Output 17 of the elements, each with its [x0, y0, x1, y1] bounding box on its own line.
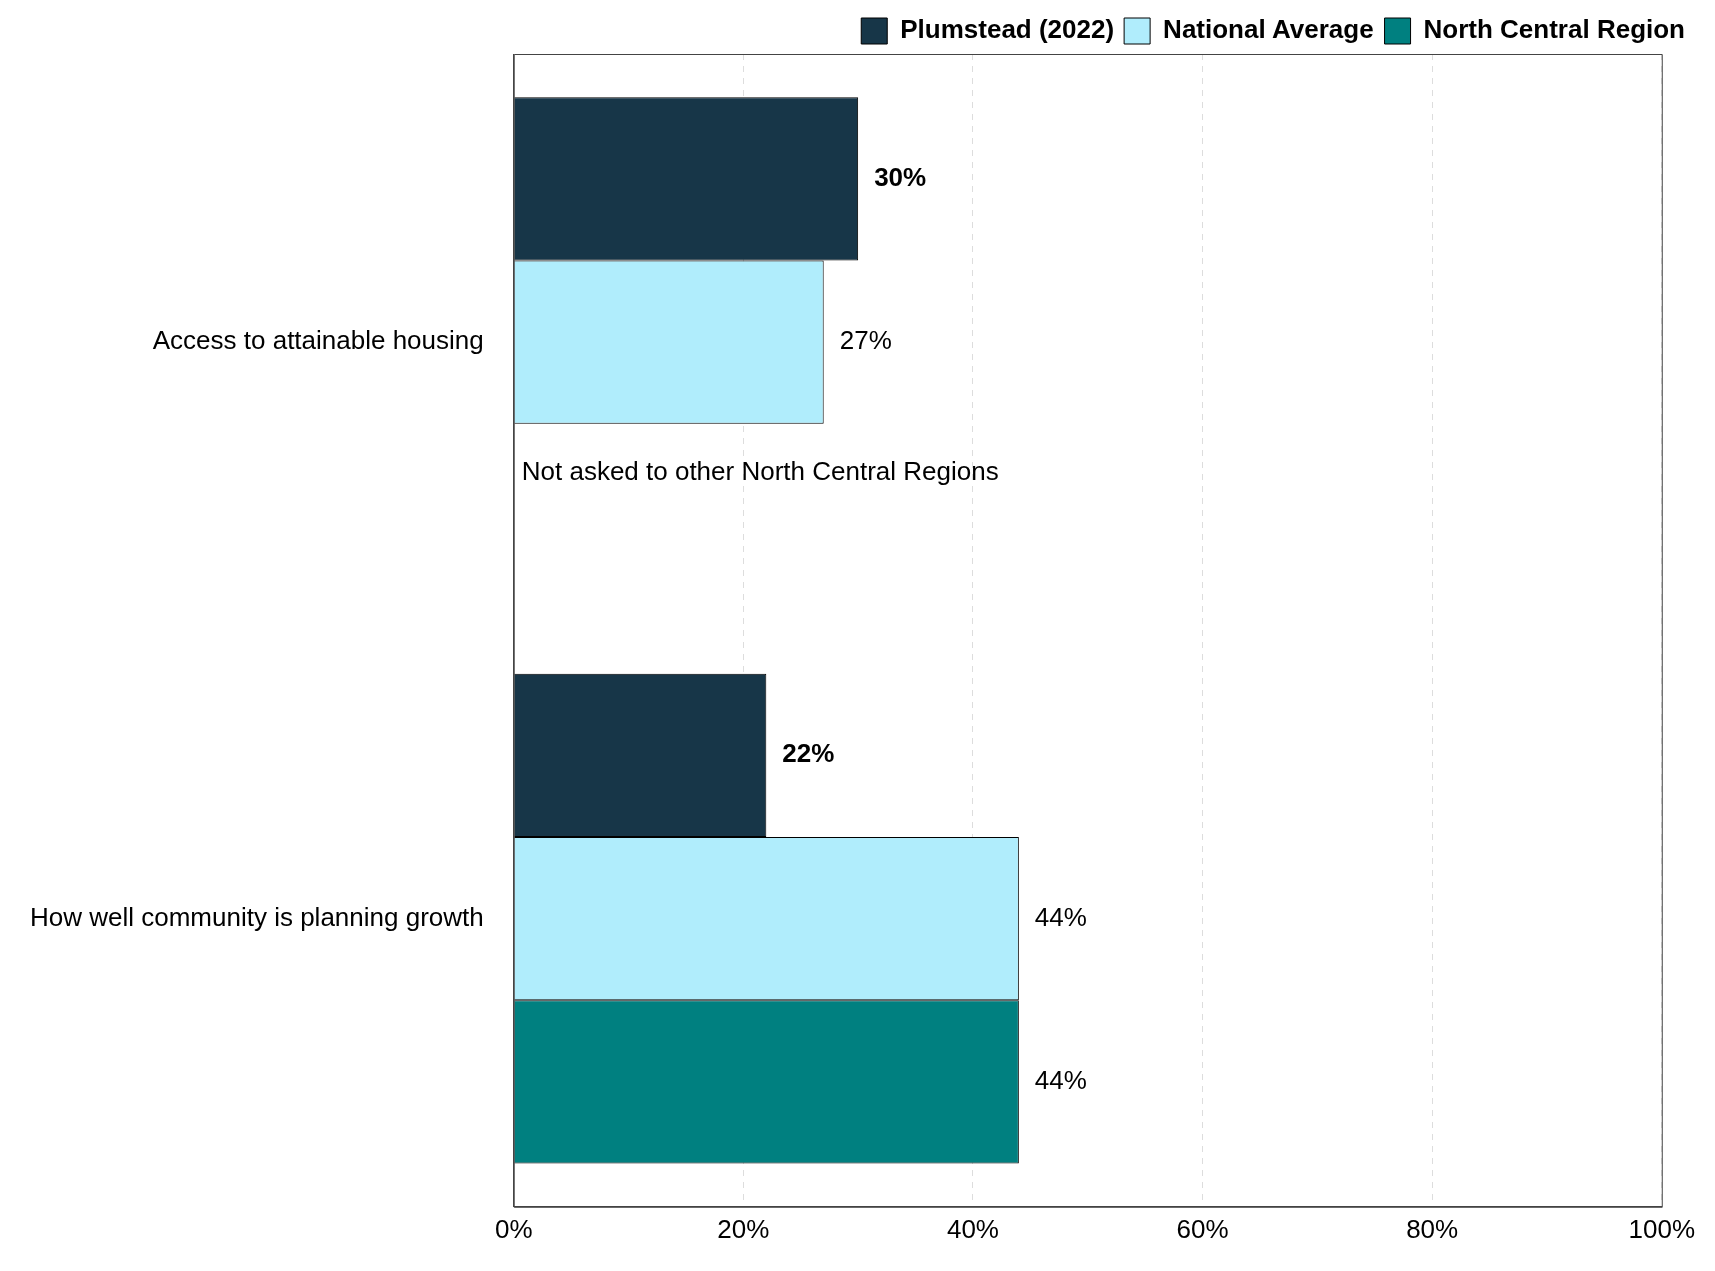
data-label: 44% — [1034, 901, 1087, 932]
legend-label: Plumstead (2022) — [900, 14, 1115, 45]
y-tick-label: Access to attainable housing — [152, 325, 484, 356]
x-tick-label: 60% — [1176, 1213, 1229, 1244]
x-tick-label: 100% — [1628, 1213, 1695, 1244]
y-tick-label: How well community is planning growth — [29, 901, 484, 932]
legend-label: North Central Region — [1423, 14, 1686, 45]
data-label: 22% — [782, 738, 835, 769]
data-label: 44% — [1034, 1065, 1087, 1096]
x-tick-label: 80% — [1406, 1213, 1459, 1244]
data-label: 30% — [874, 162, 927, 193]
data-label: 27% — [839, 325, 892, 356]
legend-label: National Average — [1163, 14, 1374, 45]
x-tick-label: 40% — [946, 1213, 999, 1244]
x-tick-label: 0% — [494, 1213, 533, 1244]
annotation: Not asked to other North Central Regions — [521, 456, 999, 487]
x-tick-label: 20% — [717, 1213, 770, 1244]
